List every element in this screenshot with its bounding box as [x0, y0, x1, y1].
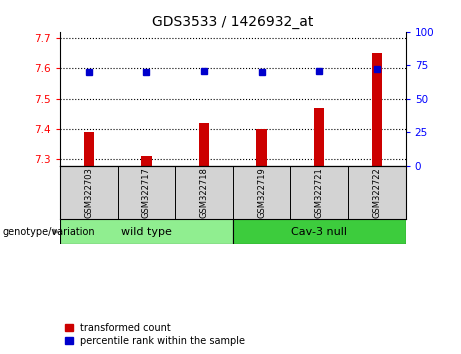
Bar	[141, 156, 152, 166]
Bar	[372, 53, 382, 166]
Text: GSM322717: GSM322717	[142, 167, 151, 218]
Text: GSM322718: GSM322718	[200, 167, 208, 218]
Text: GSM322722: GSM322722	[372, 167, 381, 218]
Bar	[199, 123, 209, 166]
Bar	[60, 219, 233, 244]
Bar	[256, 129, 267, 166]
Text: wild type: wild type	[121, 227, 172, 236]
Legend: transformed count, percentile rank within the sample: transformed count, percentile rank withi…	[65, 323, 245, 346]
Bar	[83, 132, 94, 166]
Text: Cav-3 null: Cav-3 null	[291, 227, 347, 236]
Text: genotype/variation: genotype/variation	[2, 227, 95, 236]
Bar	[233, 219, 406, 244]
Text: GSM322719: GSM322719	[257, 167, 266, 218]
Title: GDS3533 / 1426932_at: GDS3533 / 1426932_at	[152, 16, 313, 29]
Text: GSM322721: GSM322721	[315, 167, 324, 218]
Text: GSM322703: GSM322703	[84, 167, 93, 218]
Bar	[314, 108, 325, 166]
